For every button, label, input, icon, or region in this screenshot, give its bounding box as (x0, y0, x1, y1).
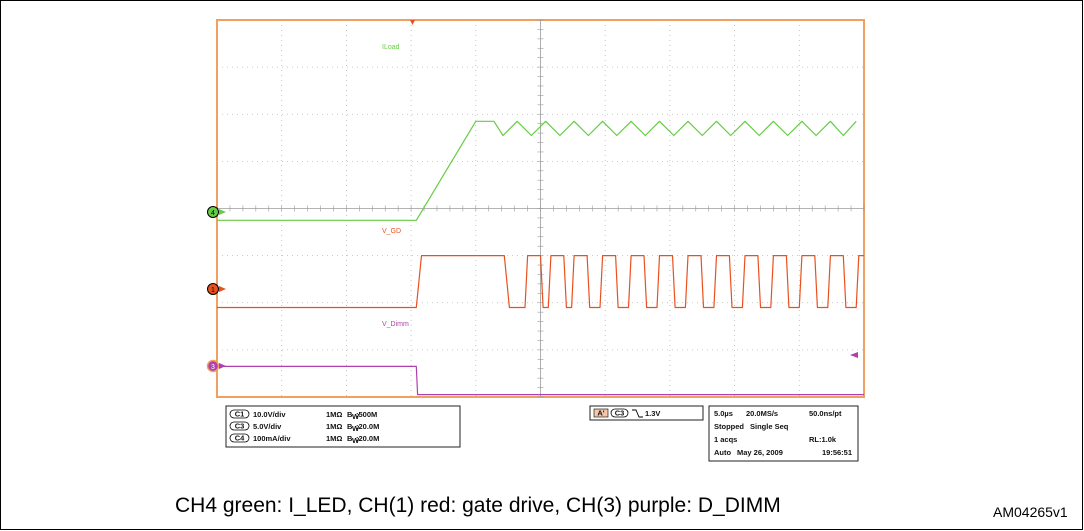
ch3-ground-marker: 3 (206, 359, 226, 373)
acq-date: May 26, 2009 (737, 448, 783, 457)
acquisition-panel: 5.0µs 20.0MS/s 50.0ns/pt Stopped Single … (708, 405, 859, 462)
channel-scale: 5.0V/div (253, 422, 282, 431)
channel-bandwidth-w: W (352, 424, 360, 433)
sample-rate: 20.0MS/s (746, 409, 778, 418)
channel-id: C3 (235, 422, 245, 431)
channel-bandwidth-b: B (347, 422, 353, 431)
acq-sequence: Single Seq (750, 422, 789, 431)
figure-caption: CH4 green: I_LED, CH(1) red: gate drive,… (175, 494, 781, 517)
trigger-level-marker (850, 352, 858, 358)
trigger-panel: A' C3 1.3V (589, 405, 704, 421)
trace-v-dimm (217, 365, 864, 396)
ch4-ground-marker: 4 (207, 206, 226, 218)
falling-edge-icon (632, 409, 643, 418)
channel-impedance: 1MΩ (326, 410, 342, 419)
trigger-position-marker (410, 20, 415, 25)
channel-impedance: 1MΩ (326, 434, 342, 443)
ch1-marker-label: 1 (211, 287, 215, 294)
channel-bandwidth: :20.0M (356, 422, 379, 431)
acq-count: 1 acqs (714, 435, 737, 444)
label-vdimm: V_Dimm (382, 321, 409, 328)
trigger-mode: A' (597, 409, 604, 418)
channel-scale: 100mA/div (253, 434, 291, 443)
traces (217, 120, 864, 396)
ch4-marker-label: 4 (211, 210, 215, 217)
channel-row-c4: C4 100mA/div 1MΩ B W :20.0M (229, 434, 379, 445)
ch3-marker-label: 3 (211, 364, 215, 371)
timebase: 5.0µs (714, 409, 733, 418)
channel-id: C4 (235, 434, 245, 443)
ch1-ground-marker: 1 (207, 283, 226, 295)
trace-iload (217, 120, 857, 221)
trace-v-gd (217, 255, 864, 309)
label-iload: ILoad (382, 44, 400, 51)
label-vgd: V_GD (382, 228, 401, 235)
time-per-point: 50.0ns/pt (809, 409, 842, 418)
channel-row-c3: C3 5.0V/div 1MΩ B W :20.0M (229, 422, 379, 433)
channel-row-c1: C1 10.0V/div 1MΩ B W :500M (229, 410, 377, 421)
channel-bandwidth-w: W (352, 436, 360, 445)
acq-state: Stopped (714, 422, 744, 431)
trigger-channel: C3 (615, 409, 625, 418)
channel-settings-panel: C1 10.0V/div 1MΩ B W :500M C3 5.0V/div 1… (225, 405, 461, 448)
channel-bandwidth-b: B (347, 410, 353, 419)
graticule-grid (216, 19, 865, 398)
acq-time: 19:56:51 (822, 448, 852, 457)
channel-bandwidth-b: B (347, 434, 353, 443)
channel-scale: 10.0V/div (253, 410, 286, 419)
record-length: RL:1.0k (809, 435, 837, 444)
acq-mode: Auto (714, 448, 731, 457)
trigger-level: 1.3V (645, 409, 660, 418)
channel-impedance: 1MΩ (326, 422, 342, 431)
channel-bandwidth: :20.0M (356, 434, 379, 443)
channel-bandwidth-w: W (352, 412, 360, 421)
channel-bandwidth: :500M (356, 410, 377, 419)
channel-id: C1 (235, 410, 245, 419)
document-id: AM04265v1 (993, 504, 1068, 520)
